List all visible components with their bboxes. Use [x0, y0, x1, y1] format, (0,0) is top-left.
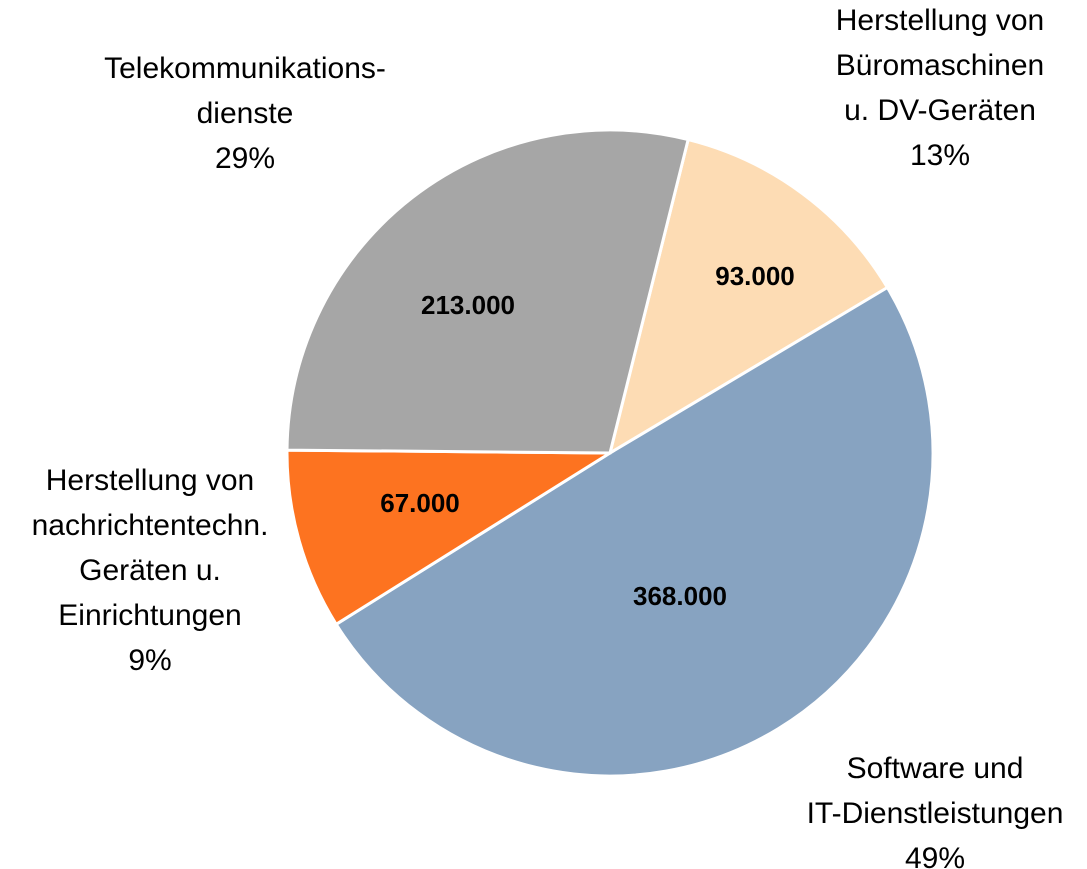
pie-slice — [285, 448, 616, 627]
category-label: Einrichtungen — [58, 599, 241, 632]
category-label: Büromaschinen — [836, 49, 1044, 82]
category-label: Herstellung von — [836, 4, 1044, 37]
category-label: Herstellung von — [46, 464, 254, 497]
category-label: Telekommunikations- — [104, 52, 386, 85]
pie-slice — [285, 128, 690, 455]
value-label: 368.000 — [633, 581, 727, 611]
category-label: nachrichtentechn. — [32, 509, 269, 542]
percent-label: 9% — [128, 644, 171, 677]
percent-label: 49% — [905, 842, 965, 869]
category-label: Geräten u. — [79, 554, 221, 587]
percent-label: 13% — [910, 139, 970, 172]
value-label: 213.000 — [421, 290, 515, 320]
pie-slice — [334, 285, 935, 778]
value-label: 67.000 — [380, 488, 460, 518]
pie-slice — [607, 137, 890, 457]
category-label: u. DV-Geräten — [844, 94, 1036, 127]
percent-label: 29% — [215, 142, 275, 175]
category-label: IT-Dienstleistungen — [807, 797, 1064, 830]
category-label: dienste — [197, 97, 294, 130]
category-label: Software und — [847, 752, 1024, 785]
value-label: 93.000 — [715, 261, 795, 291]
